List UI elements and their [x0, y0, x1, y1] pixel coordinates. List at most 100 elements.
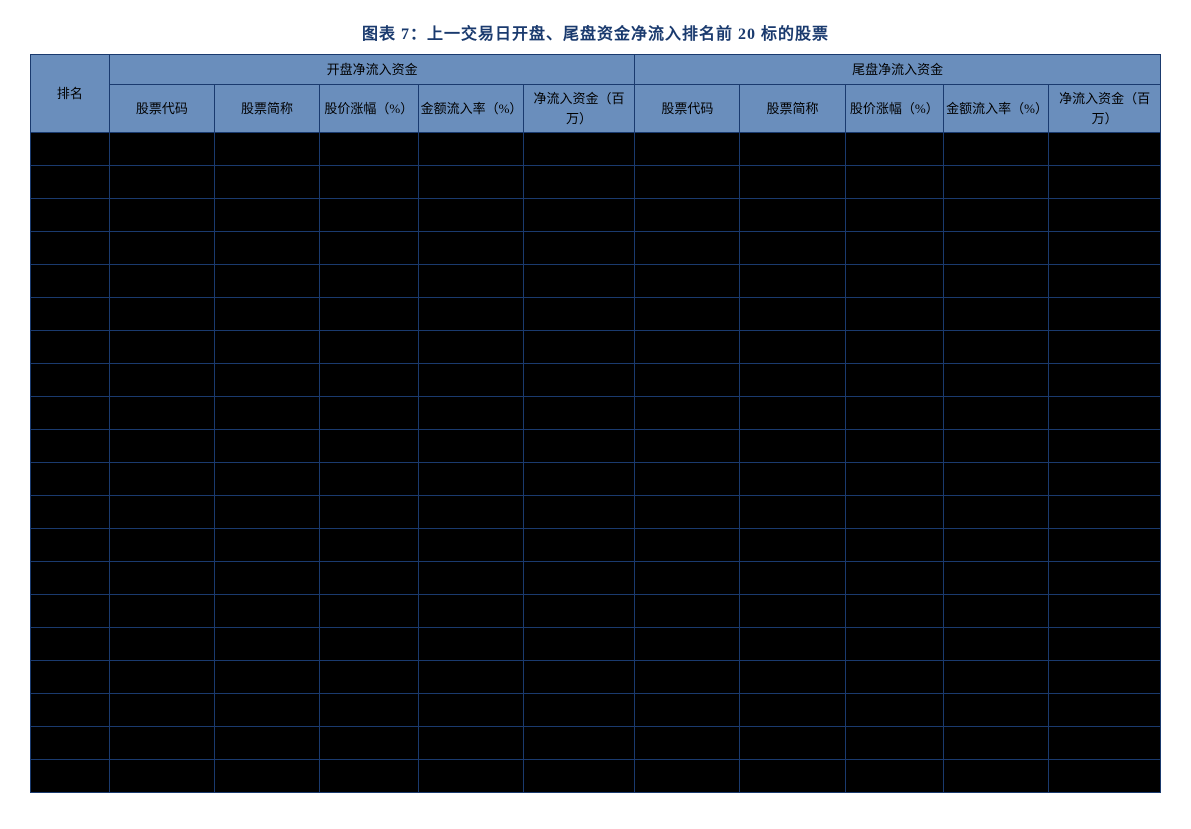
- table-row: [31, 199, 1161, 232]
- table-cell: [418, 562, 523, 595]
- table-cell: [944, 595, 1049, 628]
- table-cell: [523, 232, 635, 265]
- table-cell: [845, 265, 944, 298]
- table-cell: [635, 331, 740, 364]
- table-cell: [845, 628, 944, 661]
- table-cell: [740, 265, 845, 298]
- table-row: [31, 595, 1161, 628]
- table-cell: [418, 529, 523, 562]
- table-cell: [320, 364, 419, 397]
- table-cell: [214, 562, 319, 595]
- table-cell: [31, 298, 110, 331]
- table-cell: [740, 694, 845, 727]
- table-cell: [320, 166, 419, 199]
- table-cell: [523, 496, 635, 529]
- table-cell: [635, 133, 740, 166]
- table-cell: [740, 628, 845, 661]
- table-cell: [1049, 661, 1161, 694]
- table-cell: [320, 661, 419, 694]
- table-cell: [31, 232, 110, 265]
- table-cell: [1049, 727, 1161, 760]
- table-cell: [845, 331, 944, 364]
- table-cell: [944, 760, 1049, 793]
- table-cell: [418, 232, 523, 265]
- table-cell: [845, 661, 944, 694]
- table-cell: [845, 430, 944, 463]
- table-cell: [944, 298, 1049, 331]
- table-cell: [320, 133, 419, 166]
- table-cell: [635, 727, 740, 760]
- table-cell: [31, 595, 110, 628]
- table-cell: [320, 529, 419, 562]
- table-body: [31, 133, 1161, 793]
- table-cell: [214, 760, 319, 793]
- table-cell: [635, 496, 740, 529]
- table-cell: [635, 760, 740, 793]
- th-open-name: 股票简称: [214, 85, 319, 133]
- table-cell: [31, 463, 110, 496]
- table-cell: [31, 727, 110, 760]
- table-row: [31, 331, 1161, 364]
- table-cell: [214, 727, 319, 760]
- table-cell: [320, 760, 419, 793]
- table-cell: [944, 397, 1049, 430]
- table-cell: [109, 463, 214, 496]
- table-cell: [635, 166, 740, 199]
- table-cell: [1049, 496, 1161, 529]
- table-cell: [31, 694, 110, 727]
- table-cell: [418, 397, 523, 430]
- table-cell: [845, 199, 944, 232]
- table-cell: [109, 166, 214, 199]
- table-cell: [214, 529, 319, 562]
- table-cell: [845, 496, 944, 529]
- table-cell: [418, 760, 523, 793]
- th-open-group: 开盘净流入资金: [109, 55, 635, 85]
- table-cell: [740, 562, 845, 595]
- table-cell: [845, 727, 944, 760]
- table-cell: [31, 397, 110, 430]
- table-cell: [944, 133, 1049, 166]
- table-row: [31, 628, 1161, 661]
- table-cell: [320, 298, 419, 331]
- table-cell: [214, 199, 319, 232]
- table-row: [31, 166, 1161, 199]
- table-row: [31, 694, 1161, 727]
- table-cell: [944, 529, 1049, 562]
- table-cell: [740, 166, 845, 199]
- table-row: [31, 397, 1161, 430]
- table-cell: [418, 133, 523, 166]
- table-cell: [214, 166, 319, 199]
- table-cell: [740, 397, 845, 430]
- table-cell: [214, 364, 319, 397]
- table-cell: [109, 364, 214, 397]
- table-cell: [1049, 265, 1161, 298]
- table-cell: [418, 628, 523, 661]
- table-cell: [1049, 628, 1161, 661]
- table-cell: [845, 397, 944, 430]
- table-cell: [320, 463, 419, 496]
- table-row: [31, 133, 1161, 166]
- table-cell: [635, 628, 740, 661]
- table-cell: [740, 232, 845, 265]
- table-cell: [31, 661, 110, 694]
- table-cell: [418, 166, 523, 199]
- table-cell: [214, 661, 319, 694]
- table-cell: [320, 727, 419, 760]
- table-cell: [109, 298, 214, 331]
- table-cell: [523, 298, 635, 331]
- table-cell: [214, 397, 319, 430]
- table-cell: [740, 661, 845, 694]
- table-cell: [1049, 199, 1161, 232]
- table-cell: [740, 331, 845, 364]
- table-cell: [320, 265, 419, 298]
- table-cell: [944, 331, 1049, 364]
- table-cell: [845, 595, 944, 628]
- th-close-name: 股票简称: [740, 85, 845, 133]
- table-cell: [1049, 595, 1161, 628]
- table-cell: [845, 232, 944, 265]
- table-cell: [944, 232, 1049, 265]
- table-cell: [31, 496, 110, 529]
- table-cell: [523, 562, 635, 595]
- table-cell: [944, 496, 1049, 529]
- th-close-net: 净流入资金（百万）: [1049, 85, 1161, 133]
